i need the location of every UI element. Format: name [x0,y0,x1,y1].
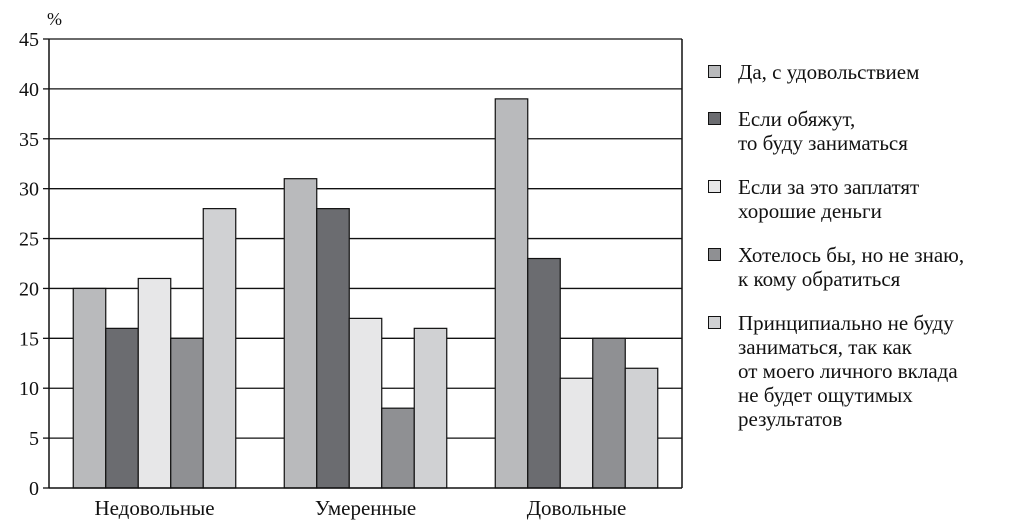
bar [624,367,659,489]
bar [413,327,448,489]
bars [72,98,659,489]
bar [137,277,172,489]
x-category-label: Недовольные [94,496,214,520]
y-tick-label: 20 [19,278,39,300]
x-axis-category-labels: Недовольные Умеренные Довольные [94,496,626,520]
axes [48,39,683,489]
y-tick-label: 45 [19,29,39,51]
legend-item: Хотелось бы, но не знаю, к кому обратить… [706,243,1006,291]
x-category-label: Умеренные [315,496,416,520]
legend-item: Принципиально не буду заниматься, так ка… [706,311,1006,431]
legend-item: Если обяжут, то буду заниматься [706,107,1006,155]
bar [105,327,139,489]
bar [316,208,350,489]
legend-swatch [708,112,721,125]
legend-label: Если обяжут, то буду заниматься [738,107,908,155]
y-tick-label: 30 [19,179,39,201]
bar [559,377,594,489]
bar [348,317,383,489]
y-tick-label: 40 [19,79,39,101]
bar [494,98,529,489]
y-tick-label: 5 [29,428,39,450]
bar [527,257,561,489]
legend: Да, с удовольствием Если обяжут, то буду … [706,60,1006,431]
y-tick-label: 25 [19,229,39,251]
legend-swatch [708,248,721,261]
bar [202,208,237,489]
legend-label: Принципиально не буду заниматься, так ка… [738,311,958,431]
legend-swatch [708,316,721,329]
y-tick-label: 35 [19,129,39,151]
legend-label: Да, с удовольствием [738,60,920,84]
legend-swatch [708,65,721,78]
y-tick-label: 0 [29,478,39,500]
y-axis-unit-label: % [47,9,62,29]
y-axis-ticks: 0 5 10 15 20 25 30 35 40 45 [19,29,49,500]
x-category-label: Довольные [527,496,627,520]
bar [592,337,626,489]
bar [72,287,107,489]
bar [283,178,318,489]
legend-label: Хотелось бы, но не знаю, к кому обратить… [738,243,965,291]
legend-item: Если за это заплатят хорошие деньги [706,175,1006,223]
legend-swatch [708,180,721,193]
y-tick-label: 15 [19,328,39,350]
legend-item: Да, с удовольствием [706,60,1006,84]
bar [381,407,415,489]
bar [170,337,204,489]
legend-label: Если за это заплатят хорошие деньги [738,175,920,223]
y-tick-label: 10 [19,378,39,400]
